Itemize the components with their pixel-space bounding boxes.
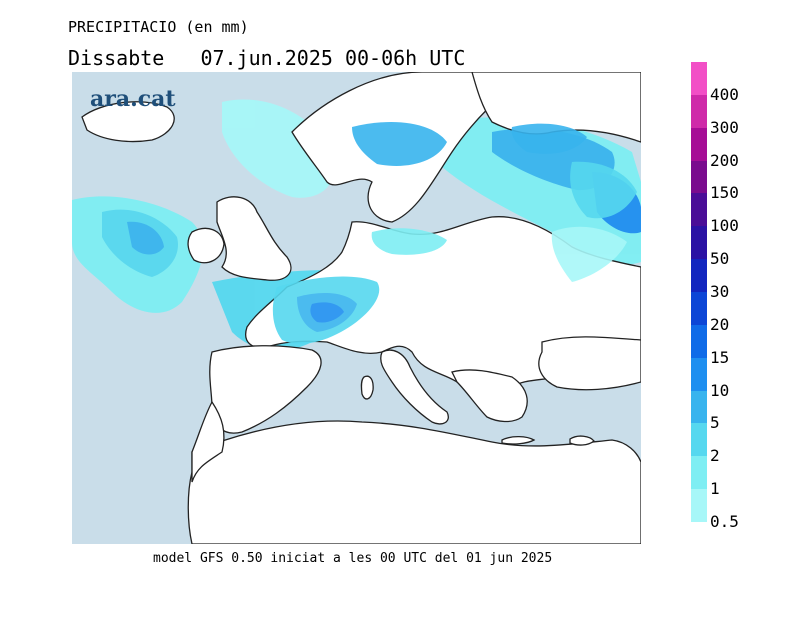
legend-label: 400 (710, 84, 739, 104)
land-turkey (538, 336, 641, 391)
legend-swatch (691, 357, 707, 391)
legend-swatch (691, 193, 707, 227)
precip-germany (371, 228, 447, 255)
map-svg (72, 72, 641, 544)
land-sardinia (360, 375, 374, 400)
legend-label: 2 (710, 446, 720, 466)
legend-label: 100 (710, 216, 739, 236)
legend-swatch (691, 127, 707, 161)
legend-label: 50 (710, 249, 730, 269)
legend-label: 5 (710, 413, 720, 433)
land-iceland (81, 101, 175, 143)
precip-land-layer (272, 122, 637, 344)
land-cyprus (569, 435, 595, 446)
land-ireland (187, 227, 225, 264)
legend-swatch (691, 94, 707, 128)
land-balkans (451, 369, 528, 423)
date-subtitle: Dissabte 07.jun.2025 00-06h UTC (68, 46, 466, 70)
land-crete (501, 435, 536, 445)
precip-finland-core (511, 123, 587, 154)
precip-scandinavia-south (352, 122, 447, 166)
precipitation-map (72, 72, 641, 544)
precip-russia-land (570, 161, 637, 219)
ara-cat-logo: ara.cat (90, 86, 176, 112)
legend-swatch (691, 160, 707, 194)
precip-russia-band (551, 226, 627, 282)
legend-label: 30 (710, 282, 730, 301)
legend-label: 10 (710, 380, 730, 400)
legend-swatch (691, 423, 707, 457)
precip-atlantic-blue (127, 221, 164, 255)
legend-swatch (691, 489, 707, 522)
legend-swatch (691, 324, 707, 358)
legend-label: 15 (710, 347, 730, 367)
legend-label: 20 (710, 314, 730, 334)
legend-swatch (691, 259, 707, 292)
precip-france-max (310, 302, 344, 323)
legend-swatch (691, 390, 707, 424)
legend-label: 1 (710, 479, 720, 499)
land-north-africa (187, 420, 641, 544)
land-italy (380, 349, 449, 425)
land-britain (216, 196, 292, 281)
chart-title: PRECIPITACIO (en mm) (68, 18, 249, 36)
legend-label: 300 (710, 117, 739, 137)
legend-swatch (691, 62, 707, 95)
precipitation-legend (691, 62, 707, 522)
legend-swatch (691, 292, 707, 325)
legend-label: 0.5 (710, 512, 739, 531)
legend-swatch (691, 226, 707, 260)
land-morocco-coast (191, 400, 225, 483)
legend-label: 200 (710, 150, 739, 170)
legend-swatch (691, 456, 707, 490)
legend-label: 150 (710, 183, 739, 203)
model-run-caption: model GFS 0.50 iniciat a les 00 UTC del … (153, 551, 553, 566)
